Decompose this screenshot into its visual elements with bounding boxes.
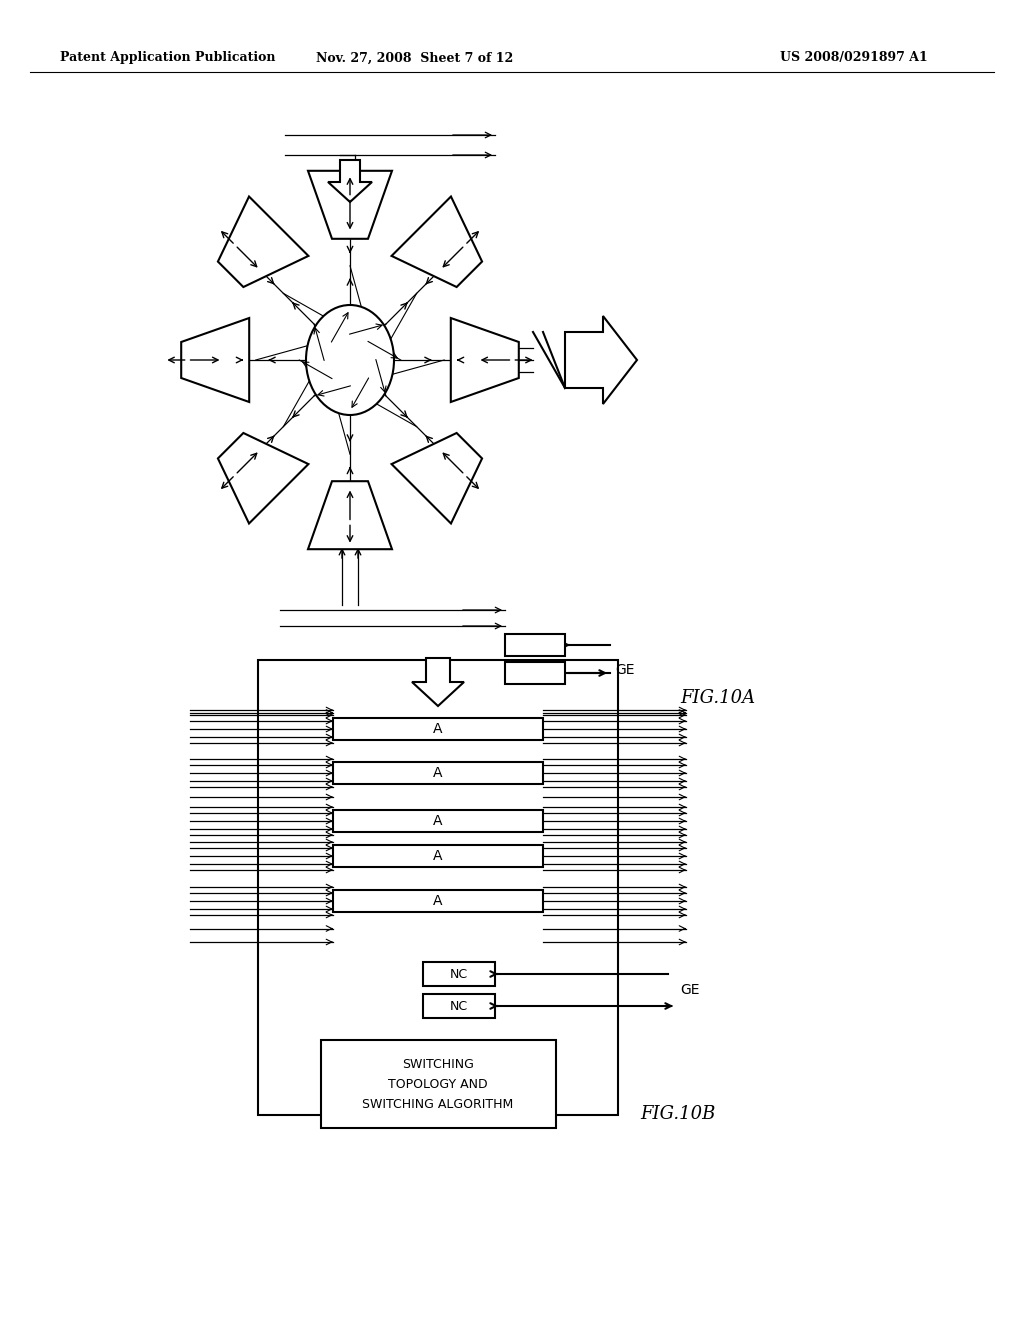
Bar [333,718,543,741]
Bar [423,994,495,1018]
Text: A: A [433,766,442,780]
Text: A: A [433,894,442,908]
Polygon shape [391,433,482,524]
Text: A: A [433,722,442,737]
Text: NC: NC [450,968,468,981]
Polygon shape [451,318,519,403]
Text: Nov. 27, 2008  Sheet 7 of 12: Nov. 27, 2008 Sheet 7 of 12 [316,51,514,65]
Bar [258,660,618,1115]
Text: A: A [433,849,442,863]
Polygon shape [218,433,308,524]
Bar [333,762,543,784]
Polygon shape [565,315,637,404]
Polygon shape [328,160,372,202]
Polygon shape [412,657,464,706]
Polygon shape [308,482,392,549]
Text: NC: NC [450,999,468,1012]
Bar [333,890,543,912]
Text: US 2008/0291897 A1: US 2008/0291897 A1 [780,51,928,65]
Text: GE: GE [680,983,699,997]
Ellipse shape [306,305,394,414]
Bar [321,1040,555,1129]
Polygon shape [308,170,392,239]
Text: GE: GE [615,663,635,677]
Polygon shape [181,318,249,403]
Bar [505,634,565,656]
Bar [333,810,543,832]
Text: Patent Application Publication: Patent Application Publication [60,51,275,65]
Bar [333,845,543,867]
Text: NC: NC [526,667,544,680]
Bar [423,962,495,986]
Bar [505,663,565,684]
Text: A: A [433,814,442,828]
Text: FIG.10B: FIG.10B [640,1105,716,1123]
Polygon shape [218,197,308,286]
Text: FIG.10A: FIG.10A [680,689,755,708]
Text: SWITCHING
TOPOLOGY AND
SWITCHING ALGORITHM: SWITCHING TOPOLOGY AND SWITCHING ALGORIT… [362,1057,514,1110]
Polygon shape [391,197,482,286]
Text: NC: NC [526,639,544,652]
